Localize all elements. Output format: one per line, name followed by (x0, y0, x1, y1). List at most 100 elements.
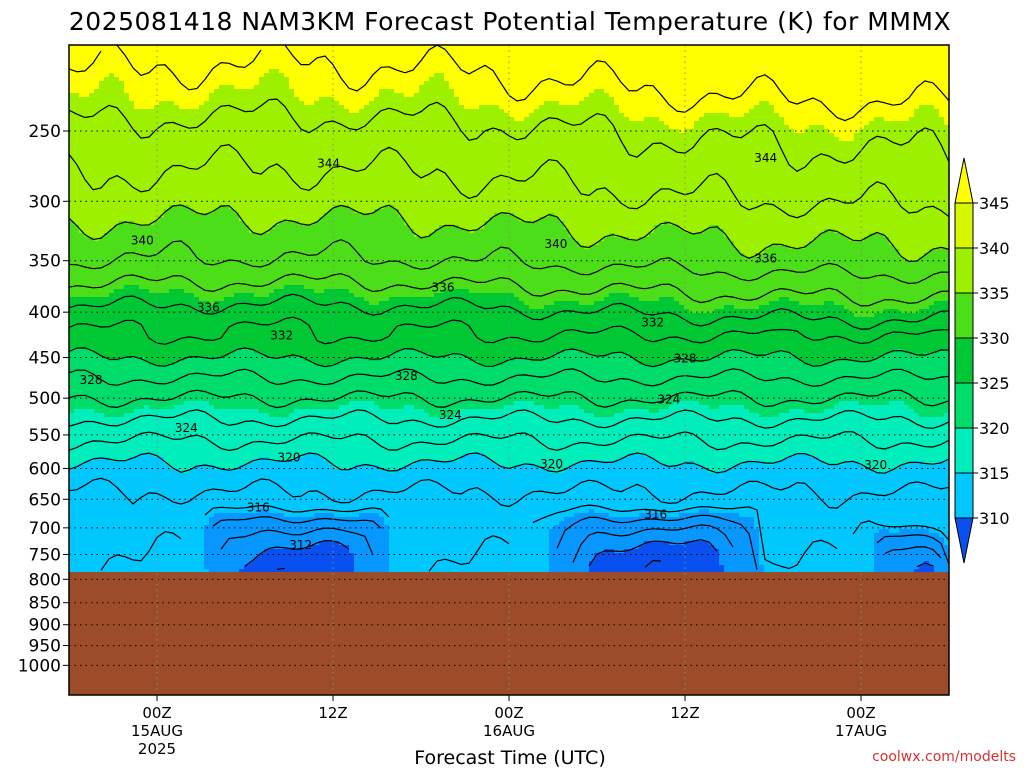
contour-band-cell (134, 101, 159, 106)
contour-band-cell (934, 301, 949, 306)
contour-band-cell (734, 241, 809, 246)
contour-band-cell (804, 129, 829, 134)
contour-band-cell (834, 229, 949, 234)
contour-band-cell (194, 209, 214, 214)
contour-band-cell (204, 525, 389, 530)
contour-band-cell (254, 293, 269, 298)
contour-band-cell (594, 509, 699, 514)
contour-band-cell (299, 97, 319, 102)
contour-band-cell (744, 405, 834, 410)
contour-band-cell (104, 77, 119, 82)
contour-band-cell (944, 541, 949, 546)
contour-band-cell (69, 165, 949, 170)
contour-band-cell (859, 401, 889, 406)
contour-band-cell (239, 569, 354, 573)
contour-band-cell (519, 297, 604, 302)
contour-band-cell (424, 81, 449, 86)
contour-band-cell (404, 221, 484, 226)
contour-band-cell (379, 513, 574, 518)
contour-band-cell (319, 97, 334, 102)
contour-band-cell (134, 105, 154, 110)
contour-band-cell (874, 117, 884, 122)
contour-band-cell (904, 257, 919, 262)
contour-band-cell (789, 297, 949, 302)
contour-band-cell (679, 301, 769, 306)
contour-band-cell (69, 341, 949, 346)
colorbar-tick-label: 330 (979, 329, 1010, 348)
contour-band-cell (79, 229, 109, 234)
contour-band-cell (124, 89, 214, 94)
contour-band-cell (349, 549, 389, 554)
contour-band-cell (744, 253, 759, 258)
contour-band-cell (259, 77, 289, 82)
contour-band-cell (584, 409, 624, 414)
y-tick-label: 250 (29, 122, 61, 142)
contour-band-cell (69, 389, 949, 394)
contour-band-cell (69, 313, 854, 318)
contour-band-cell (574, 513, 609, 518)
contour-band-cell (634, 357, 674, 362)
contour-band-cell (69, 301, 209, 306)
contour-band-cell (69, 449, 949, 454)
y-tick-label: 400 (29, 303, 61, 323)
contour-band-cell (489, 217, 519, 222)
contour-band-cell (804, 409, 824, 414)
contour-band-cell (404, 217, 489, 222)
contour-band-cell (124, 81, 259, 86)
contour-band-cell (924, 253, 949, 258)
contour-band-cell (69, 105, 134, 110)
contour-band-cell (669, 221, 949, 226)
contour-band-cell (834, 405, 909, 410)
contour-band-cell (899, 253, 924, 258)
contour-band-cell (874, 549, 949, 554)
contour-band-cell (69, 297, 199, 302)
contour-band-cell (379, 465, 404, 470)
contour-band-cell (69, 405, 144, 410)
contour-band-cell (324, 457, 459, 462)
contour-band-cell (69, 109, 349, 114)
contour-band-cell (69, 393, 949, 398)
contour-band-cell (174, 101, 204, 106)
contour-band-cell (314, 221, 404, 226)
contour-band-cell (69, 49, 949, 54)
contour-band-cell (414, 93, 454, 98)
contour-band-cell (69, 513, 214, 518)
contour-label: 336 (432, 280, 455, 294)
contour-band-cell (184, 357, 304, 362)
contour-band-cell (79, 225, 114, 230)
contour-band-cell (674, 297, 779, 302)
contour-band-cell (774, 109, 914, 114)
contour-band-cell (674, 401, 699, 406)
contour-band-cell (69, 377, 949, 382)
contour-band-cell (739, 249, 764, 254)
contour-band-cell (524, 301, 554, 306)
contour-band-cell (69, 469, 179, 474)
contour-band-cell (69, 553, 204, 558)
contour-band-cell (139, 285, 284, 290)
contour-band-cell (844, 305, 929, 310)
contour-band-cell (224, 297, 364, 302)
contour-band-cell (759, 413, 779, 418)
contour-band-cell (459, 101, 544, 106)
contour-band-cell (619, 109, 749, 114)
contour-band-cell (69, 361, 149, 366)
contour-band-cell (509, 113, 529, 118)
contour-band-cell (519, 217, 539, 222)
contour-band-cell (759, 545, 874, 550)
contour-band-cell (304, 453, 319, 458)
colorbar-tick-label: 335 (979, 284, 1010, 303)
contour-band-cell (759, 537, 874, 542)
contour-band-cell (69, 397, 949, 402)
contour-band-cell (434, 229, 469, 234)
contour-band-cell (874, 561, 924, 566)
contour-band-cell (69, 185, 949, 190)
contour-band-cell (859, 461, 909, 466)
contour-band-cell (494, 461, 579, 466)
contour-band-cell (69, 77, 104, 82)
contour-band-cell (259, 553, 354, 558)
contour-band-cell (599, 241, 734, 246)
contour-band-cell (239, 213, 324, 218)
contour-band-cell (934, 565, 949, 570)
colorbar-segment (954, 337, 974, 384)
contour-band-cell (434, 293, 514, 298)
